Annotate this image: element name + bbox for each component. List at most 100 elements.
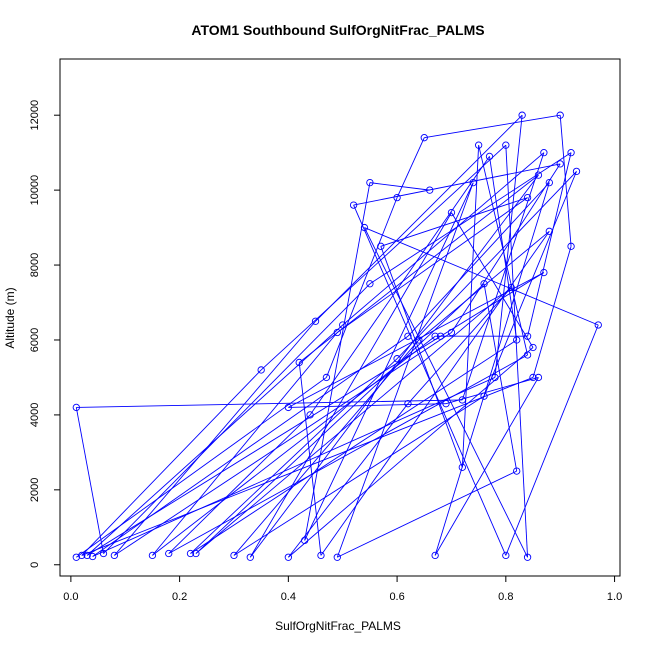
series-segment bbox=[81, 377, 534, 556]
data-point bbox=[360, 223, 369, 232]
data-point bbox=[431, 332, 439, 340]
data-point bbox=[78, 551, 86, 560]
data-point bbox=[415, 336, 423, 344]
data-point bbox=[474, 141, 483, 149]
data-point bbox=[333, 553, 341, 561]
series-segment bbox=[505, 324, 599, 556]
series-segment bbox=[288, 403, 447, 408]
series-segment bbox=[337, 470, 517, 558]
data-point bbox=[502, 551, 510, 560]
data-point bbox=[480, 280, 488, 288]
data-point bbox=[534, 373, 543, 382]
series-segment bbox=[190, 358, 398, 554]
series-segment bbox=[353, 204, 507, 556]
data-point bbox=[523, 351, 532, 359]
data-point bbox=[513, 467, 521, 475]
data-point bbox=[366, 178, 374, 187]
data-point bbox=[567, 149, 575, 157]
series-segment bbox=[380, 197, 528, 247]
data-point bbox=[567, 242, 575, 250]
series-segment bbox=[434, 377, 539, 556]
data-point bbox=[246, 553, 254, 561]
data-point bbox=[458, 463, 466, 472]
data-point bbox=[523, 553, 532, 561]
data-point bbox=[540, 268, 548, 277]
series-segment bbox=[75, 407, 104, 554]
data-point bbox=[339, 321, 347, 329]
series-segment bbox=[114, 332, 452, 556]
y-tick-label: 12000 bbox=[29, 100, 41, 131]
series-segment bbox=[92, 377, 496, 557]
data-point bbox=[333, 328, 341, 337]
data-point bbox=[485, 152, 494, 161]
x-axis: 0.0 0.2 0.4 0.6 0.8 1.0 bbox=[63, 575, 622, 603]
data-point bbox=[349, 201, 358, 209]
data-point bbox=[556, 111, 564, 119]
series-segment bbox=[336, 182, 474, 558]
data-point bbox=[366, 280, 374, 288]
series-segment bbox=[249, 212, 452, 558]
data-point bbox=[447, 208, 456, 217]
x-tick-label: 0.2 bbox=[172, 591, 187, 603]
data-point bbox=[257, 366, 265, 374]
data-point bbox=[284, 553, 292, 561]
data-point bbox=[502, 141, 510, 149]
series-segment bbox=[304, 182, 474, 541]
data-point bbox=[545, 227, 553, 235]
series-segment bbox=[152, 335, 436, 556]
data-point bbox=[507, 283, 515, 292]
series-segment bbox=[445, 377, 539, 405]
x-tick-label: 1.0 bbox=[607, 591, 622, 603]
series-segment bbox=[76, 399, 463, 408]
data-point bbox=[447, 328, 456, 337]
series-segment bbox=[364, 227, 599, 326]
y-tick-label: 10000 bbox=[29, 175, 41, 206]
series-segment bbox=[249, 174, 539, 558]
x-tick-label: 0.4 bbox=[281, 591, 296, 603]
x-axis-label: SulfOrgNitFrac_PALMS bbox=[275, 619, 401, 633]
series-segment bbox=[424, 114, 561, 139]
data-point bbox=[458, 396, 466, 404]
data-point bbox=[301, 536, 309, 545]
series-segment bbox=[195, 283, 485, 554]
data-point bbox=[110, 551, 119, 560]
series-segment bbox=[407, 287, 512, 404]
series-segment bbox=[304, 182, 371, 541]
data-point bbox=[540, 149, 548, 157]
data-point bbox=[518, 111, 526, 119]
series-points bbox=[72, 111, 602, 561]
data-point bbox=[436, 332, 445, 340]
data-point bbox=[513, 336, 521, 344]
series-segment bbox=[342, 152, 545, 326]
data-point bbox=[572, 167, 581, 176]
data-point bbox=[322, 373, 331, 382]
x-tick-label: 0.6 bbox=[389, 591, 404, 603]
data-point bbox=[165, 549, 173, 558]
data-point bbox=[426, 186, 434, 194]
series-segment bbox=[483, 171, 577, 397]
series-segment bbox=[233, 339, 420, 556]
data-point bbox=[404, 400, 412, 408]
series-segment bbox=[451, 163, 561, 333]
series-segment bbox=[527, 152, 572, 337]
data-point bbox=[99, 549, 108, 558]
data-point bbox=[284, 403, 292, 412]
data-point bbox=[431, 551, 439, 560]
data-point bbox=[480, 392, 488, 400]
series-segment bbox=[81, 369, 262, 556]
data-point bbox=[306, 411, 314, 419]
series-segment bbox=[461, 152, 545, 401]
series-segment bbox=[369, 182, 430, 191]
y-tick-label: 4000 bbox=[29, 403, 41, 427]
data-point bbox=[393, 355, 401, 363]
series-segment bbox=[451, 212, 534, 348]
data-point bbox=[534, 171, 543, 179]
series-segment bbox=[190, 339, 517, 554]
data-point bbox=[148, 551, 157, 560]
series-segment bbox=[380, 246, 463, 468]
series-segment bbox=[325, 197, 398, 378]
data-point bbox=[88, 552, 97, 561]
series-segment bbox=[288, 347, 534, 558]
series-lines bbox=[75, 114, 599, 558]
